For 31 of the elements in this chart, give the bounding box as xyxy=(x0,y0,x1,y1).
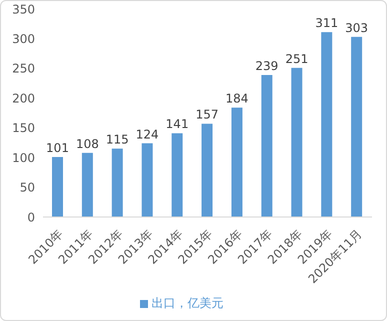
data-label: 311 xyxy=(315,16,338,30)
data-label: 184 xyxy=(226,92,248,106)
bar xyxy=(112,148,123,217)
bar xyxy=(231,108,242,217)
y-tick-label: 250 xyxy=(12,62,35,76)
legend-label: 出口，亿美元 xyxy=(152,296,224,310)
bar xyxy=(202,124,213,217)
data-label: 239 xyxy=(255,58,278,73)
y-tick-label: 150 xyxy=(12,121,35,136)
bar xyxy=(291,68,302,217)
y-tick-label: 200 xyxy=(12,91,35,106)
y-tick-label: 100 xyxy=(12,150,35,165)
bar xyxy=(82,152,93,217)
y-tick-label: 0 xyxy=(27,210,35,224)
bar xyxy=(321,32,332,217)
data-label: 251 xyxy=(285,52,308,66)
data-label: 303 xyxy=(345,20,368,35)
data-label: 157 xyxy=(196,108,218,122)
bar xyxy=(142,143,153,217)
bar xyxy=(52,156,63,217)
y-tick-label: 50 xyxy=(20,180,35,195)
data-label: 115 xyxy=(106,132,129,147)
data-label: 101 xyxy=(46,140,69,155)
data-label: 124 xyxy=(136,127,159,142)
y-tick-label: 300 xyxy=(12,32,35,46)
data-label: 108 xyxy=(76,136,99,151)
y-tick-label: 350 xyxy=(12,2,35,16)
bar xyxy=(351,36,362,217)
bar xyxy=(172,133,183,217)
bar xyxy=(261,74,272,217)
data-label: 141 xyxy=(166,117,189,132)
